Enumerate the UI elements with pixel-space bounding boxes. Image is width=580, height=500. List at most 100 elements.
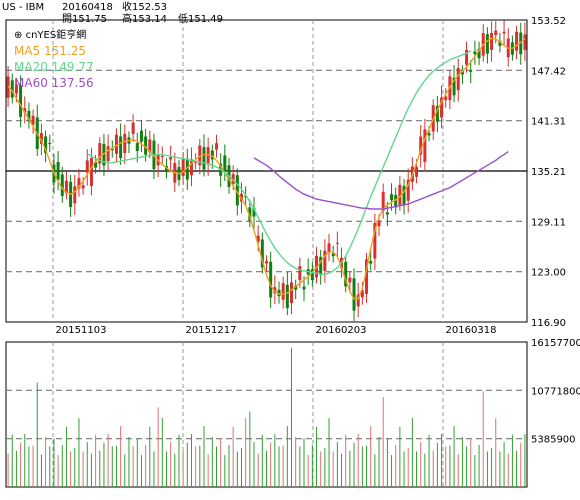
- candle-body: [302, 286, 306, 290]
- candle-body: [423, 129, 427, 163]
- candle-body: [435, 105, 439, 122]
- candle-body: [352, 278, 356, 311]
- candle-body: [244, 195, 248, 198]
- candle-body: [106, 146, 110, 162]
- candle-body: [498, 40, 502, 46]
- open-label: 開151.75: [62, 14, 107, 25]
- candle-body: [123, 133, 127, 153]
- candle-body: [494, 30, 498, 36]
- candle-body: [144, 136, 148, 155]
- candle-body: [294, 285, 298, 290]
- candle-body: [60, 174, 64, 196]
- candle-body: [189, 159, 193, 176]
- high-label: 高153.14: [122, 14, 167, 25]
- symbol-label: US - IBM: [2, 2, 45, 13]
- candle-body: [473, 51, 477, 55]
- candle-body: [256, 235, 260, 243]
- candle-body: [415, 167, 419, 177]
- candle-body: [252, 208, 256, 217]
- candle-body: [85, 160, 89, 173]
- candle-body: [14, 84, 18, 94]
- candle-body: [285, 284, 289, 309]
- legend-ma20: MA20 149.77: [14, 60, 94, 74]
- candle-body: [452, 77, 456, 96]
- candle-body: [444, 96, 448, 101]
- candle-body: [265, 261, 268, 264]
- candle-body: [131, 122, 135, 134]
- candle-body: [39, 133, 43, 144]
- candle-body: [377, 220, 381, 227]
- ma-line-ma5: [7, 37, 526, 300]
- date-tick-label: 20151217: [186, 325, 237, 336]
- legend-ma60: MA60 137.56: [14, 76, 94, 90]
- candle-body: [64, 180, 68, 194]
- candle-body: [194, 161, 198, 163]
- candle-body: [360, 290, 364, 298]
- candle-body: [119, 136, 123, 159]
- candle-body: [214, 143, 218, 150]
- candle-body: [19, 85, 23, 117]
- candle-body: [298, 266, 302, 280]
- candle-body: [102, 143, 106, 166]
- candle-body: [465, 50, 469, 65]
- candle-body: [27, 110, 31, 122]
- candle-body: [319, 256, 323, 275]
- candle-body: [356, 294, 360, 307]
- candle-body: [23, 108, 27, 113]
- cnyes-logo: ⊕ cnYES鉅亨網: [14, 30, 86, 42]
- candle-body: [185, 158, 189, 180]
- candle-body: [48, 143, 52, 145]
- ma-line-ma20: [86, 50, 472, 275]
- candle-body: [235, 175, 239, 206]
- candle-body: [277, 289, 281, 297]
- candle-body: [477, 49, 481, 59]
- candle-body: [365, 259, 369, 294]
- candle-body: [169, 157, 173, 160]
- date-tick-label: 20160318: [446, 325, 497, 336]
- price-tick-label: 135.21: [531, 167, 566, 178]
- ma-line-ma60: [253, 151, 509, 210]
- candle-body: [148, 139, 152, 153]
- candle-body: [419, 136, 423, 155]
- candle-body: [402, 185, 406, 205]
- candle-body: [323, 250, 327, 271]
- candle-body: [394, 194, 398, 208]
- candle-body: [519, 32, 523, 55]
- candle-body: [81, 185, 85, 189]
- price-tick-label: 147.42: [531, 66, 566, 77]
- candle-body: [98, 143, 102, 164]
- candle-body: [344, 261, 348, 287]
- candle-body: [369, 260, 373, 264]
- low-label: 低151.49: [178, 14, 223, 25]
- candle-body: [139, 130, 143, 142]
- candle-body: [273, 287, 277, 294]
- volume-tick-label: 5385900: [531, 435, 576, 446]
- globe-icon: ⊕: [14, 30, 23, 41]
- candle-body: [502, 31, 506, 34]
- candle-body: [206, 147, 210, 165]
- candle-body: [31, 115, 35, 125]
- candle-body: [515, 31, 519, 51]
- candle-body: [398, 184, 402, 205]
- candle-body: [248, 207, 252, 221]
- price-tick-label: 153.52: [531, 16, 566, 27]
- candle-body: [73, 186, 77, 204]
- volume-tick-label: 16157700: [531, 338, 580, 349]
- date-label: 20160418: [62, 2, 113, 13]
- candle-body: [210, 150, 214, 160]
- candle-body: [135, 143, 139, 152]
- candle-body: [181, 157, 185, 177]
- price-tick-label: 141.31: [531, 117, 566, 128]
- candle-body: [469, 70, 473, 72]
- candle-body: [56, 162, 60, 180]
- volume-tick-label: 10771800: [531, 386, 580, 397]
- candle-body: [77, 178, 81, 189]
- candle-body: [310, 269, 314, 281]
- candle-body: [381, 191, 385, 211]
- candle-body: [44, 136, 48, 153]
- candle-body: [202, 147, 206, 170]
- logo-text: cnYES鉅亨網: [25, 30, 87, 41]
- candle-body: [110, 148, 114, 151]
